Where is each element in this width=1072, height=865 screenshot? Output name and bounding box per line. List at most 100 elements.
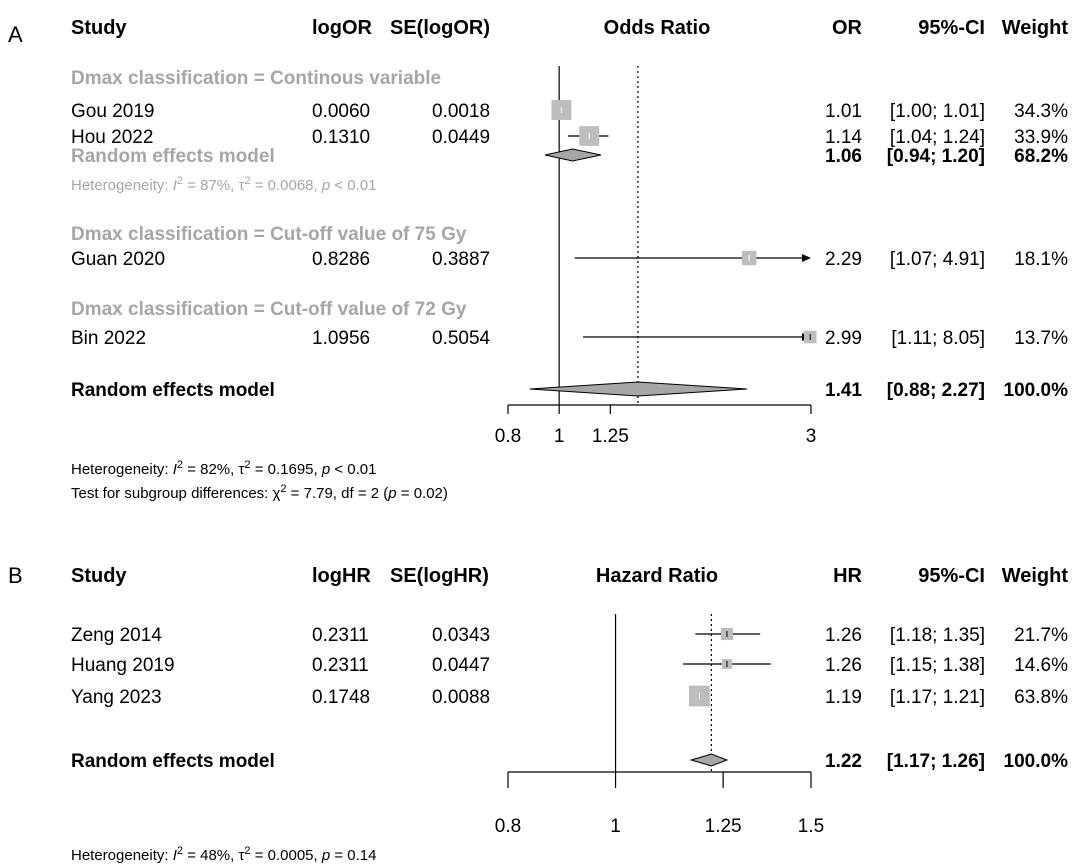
header-ci: 95%-CI bbox=[918, 565, 985, 587]
x-tick-label: 0.8 bbox=[495, 816, 521, 837]
study-name: Bin 2022 bbox=[71, 328, 146, 349]
study-se: 0.0343 bbox=[432, 625, 490, 646]
x-tick-label: 1.25 bbox=[592, 426, 629, 447]
study-estimate: 0.1748 bbox=[312, 687, 370, 708]
study-row: Bin 2022 1.0956 0.5054 2.99 [1.11; 8.05] 13.7… bbox=[71, 328, 1068, 349]
study-row: Zeng 2014 0.2311 0.0343 1.26 [1.18; 1.35] 21.… bbox=[71, 625, 1068, 646]
study-row: Gou 2019 0.0060 0.0018 1.01 [1.00; 1.01] 34.3… bbox=[71, 100, 1068, 122]
study-estimate: 0.8286 bbox=[312, 249, 370, 270]
x-tick-label: 3 bbox=[806, 426, 817, 447]
study-row: Hou 2022 0.1310 0.0449 1.14 [1.04; 1.24] 33.9… bbox=[71, 126, 1068, 148]
header-plot: Hazard Ratio bbox=[596, 565, 718, 587]
subgroup-summary-diamond bbox=[544, 148, 602, 162]
study-name: Gou 2019 bbox=[71, 101, 154, 122]
study-ci: [1.18; 1.35] bbox=[890, 625, 985, 646]
subgroup-summary-ci: [0.94; 1.20] bbox=[887, 146, 985, 167]
subgroup-label: Dmax classification = Continous variable bbox=[71, 68, 441, 89]
overall-heterogeneity: Heterogeneity: I2 = 82%, τ2 = 0.1695, p … bbox=[71, 459, 377, 478]
panel-label: B bbox=[8, 563, 23, 588]
study-ratio: 2.99 bbox=[825, 328, 862, 349]
header-study: Study bbox=[71, 565, 127, 587]
study-ci: [1.15; 1.38] bbox=[890, 655, 985, 676]
study-ratio: 1.14 bbox=[825, 127, 862, 148]
header-study: Study bbox=[71, 17, 127, 39]
x-axis: 0.8 1 1.25 1.5 bbox=[495, 771, 824, 837]
overall-summary-ratio: 1.22 bbox=[825, 751, 862, 772]
study-row: Guan 2020 0.8286 0.3887 2.29 [1.07; 4.91] 18.… bbox=[71, 249, 1068, 270]
study-se: 0.0088 bbox=[432, 687, 490, 708]
x-tick-label: 1 bbox=[610, 816, 621, 837]
header-est: logOR bbox=[312, 17, 373, 39]
header-ci: 95%-CI bbox=[918, 17, 985, 39]
subgroup-label: Dmax classification = Cut-off value of 7… bbox=[71, 224, 467, 245]
x-tick-label: 1 bbox=[554, 426, 565, 447]
study-se: 0.3887 bbox=[432, 249, 490, 270]
study-se: 0.0447 bbox=[432, 655, 490, 676]
study-ci: [1.04; 1.24] bbox=[890, 127, 985, 148]
study-ci: [1.11; 8.05] bbox=[891, 328, 985, 349]
study-weight: 33.9% bbox=[1014, 127, 1068, 148]
study-weight: 63.8% bbox=[1014, 687, 1068, 708]
overall-heterogeneity: Heterogeneity: I2 = 48%, τ2 = 0.0005, p … bbox=[71, 845, 377, 864]
overall-summary-weight: 100.0% bbox=[1004, 751, 1069, 772]
study-weight: 14.6% bbox=[1014, 655, 1068, 676]
overall-summary-ratio: 1.41 bbox=[825, 380, 862, 401]
overall-summary-label: Random effects model bbox=[71, 751, 275, 772]
study-weight: 13.7% bbox=[1014, 328, 1068, 349]
study-weight: 21.7% bbox=[1014, 625, 1068, 646]
header-weight: Weight bbox=[1002, 17, 1069, 39]
overall-summary-ci: [0.88; 2.27] bbox=[887, 380, 985, 401]
study-se: 0.0449 bbox=[432, 127, 490, 148]
ci-arrow bbox=[802, 254, 811, 262]
header-ratio: HR bbox=[833, 565, 862, 587]
overall-summary-diamond bbox=[529, 381, 748, 397]
study-ci: [1.00; 1.01] bbox=[890, 101, 985, 122]
study-estimate: 0.1310 bbox=[312, 127, 370, 148]
study-name: Hou 2022 bbox=[71, 127, 153, 148]
study-row: Huang 2019 0.2311 0.0447 1.26 [1.15; 1.38] 14… bbox=[71, 655, 1068, 676]
study-estimate: 1.0956 bbox=[312, 328, 370, 349]
study-estimate: 0.2311 bbox=[312, 655, 369, 676]
study-ratio: 2.29 bbox=[825, 249, 862, 270]
subgroup-heterogeneity: Heterogeneity: I2 = 87%, τ2 = 0.0068, p … bbox=[71, 175, 377, 194]
x-tick-label: 0.8 bbox=[495, 426, 521, 447]
study-ci: [1.17; 1.21] bbox=[890, 687, 985, 708]
study-name: Zeng 2014 bbox=[71, 625, 162, 646]
header-ratio: OR bbox=[832, 17, 863, 39]
study-ratio: 1.01 bbox=[825, 101, 862, 122]
study-ratio: 1.19 bbox=[825, 687, 862, 708]
study-ci: [1.07; 4.91] bbox=[890, 249, 985, 270]
overall-summary-ci: [1.17; 1.26] bbox=[887, 751, 985, 772]
header-plot: Odds Ratio bbox=[604, 17, 711, 39]
overall-summary-weight: 100.0% bbox=[1004, 380, 1069, 401]
study-name: Huang 2019 bbox=[71, 655, 175, 676]
subgroup-test: Test for subgroup differences: χ2 = 7.79… bbox=[71, 483, 448, 502]
study-row: Yang 2023 0.1748 0.0088 1.19 [1.17; 1.21] 63.… bbox=[71, 685, 1068, 708]
header-est: logHR bbox=[312, 565, 371, 587]
study-ratio: 1.26 bbox=[825, 655, 862, 676]
study-estimate: 0.0060 bbox=[312, 101, 370, 122]
panel-label: A bbox=[8, 22, 23, 47]
panel-a: A Study logOR SE(logOR) Odds Ratio OR 95%-CI We… bbox=[8, 17, 1068, 502]
study-estimate: 0.2311 bbox=[312, 625, 369, 646]
panel-b: B Study logHR SE(logHR) Hazard Ratio HR 95%-CI… bbox=[8, 563, 1068, 864]
x-tick-label: 1.5 bbox=[798, 816, 824, 837]
study-se: 0.0018 bbox=[432, 101, 490, 122]
study-weight: 34.3% bbox=[1014, 101, 1068, 122]
x-tick-label: 1.25 bbox=[705, 816, 742, 837]
header-se: SE(logOR) bbox=[390, 17, 490, 39]
study-name: Yang 2023 bbox=[71, 687, 162, 708]
header-se: SE(logHR) bbox=[390, 565, 489, 587]
study-ratio: 1.26 bbox=[825, 625, 862, 646]
study-weight: 18.1% bbox=[1014, 249, 1068, 270]
x-axis: 0.8 1 1.25 3 bbox=[495, 404, 817, 447]
overall-summary-label: Random effects model bbox=[71, 380, 275, 401]
subgroup-summary-weight: 68.2% bbox=[1014, 146, 1068, 167]
subgroup-label: Dmax classification = Cut-off value of 7… bbox=[71, 299, 467, 320]
header-weight: Weight bbox=[1002, 565, 1069, 587]
overall-summary-diamond bbox=[689, 753, 729, 767]
study-se: 0.5054 bbox=[432, 328, 491, 349]
study-name: Guan 2020 bbox=[71, 249, 165, 270]
subgroup-summary-label: Random effects model bbox=[71, 146, 275, 167]
